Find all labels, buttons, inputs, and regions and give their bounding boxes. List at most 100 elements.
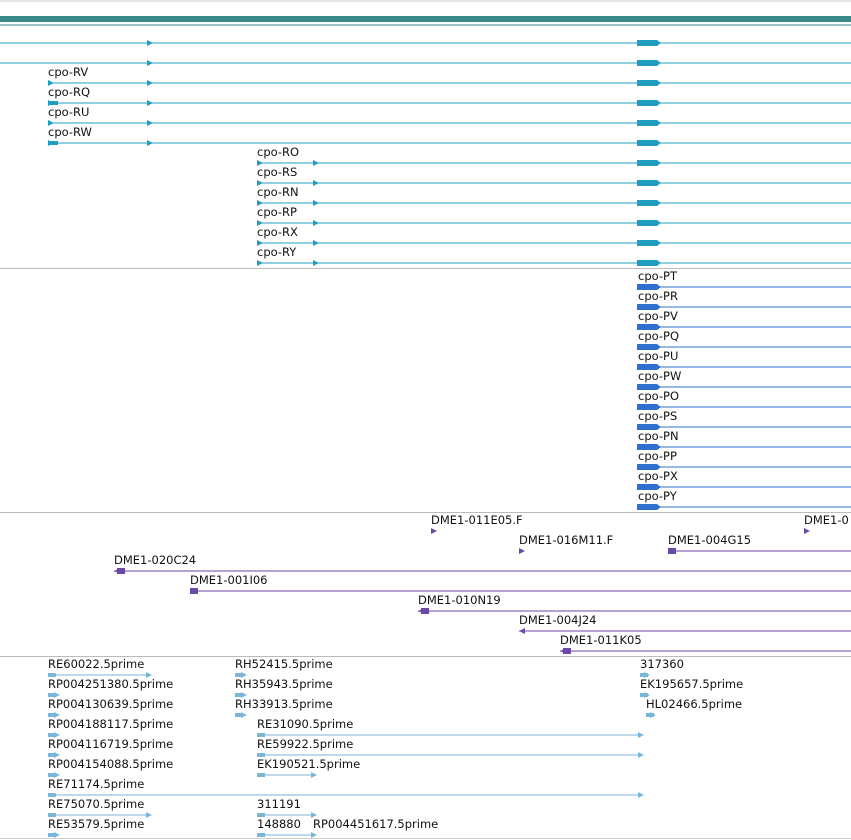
est-block[interactable]: [235, 673, 243, 677]
strand-arrow-icon: [311, 772, 317, 778]
transcript-label: cpo-RX: [257, 225, 298, 239]
strand-arrow-icon: [48, 100, 54, 106]
clone-label: DME1-001I06: [190, 573, 268, 587]
transcript-exon-tip: [657, 344, 661, 350]
est-block[interactable]: [235, 713, 243, 717]
transcript-exon[interactable]: [637, 404, 657, 410]
est-block[interactable]: [235, 693, 243, 697]
strand-arrow-icon: [114, 568, 120, 574]
transcript-label: cpo-PO: [638, 389, 680, 403]
strand-arrow-icon: [311, 832, 317, 838]
transcript-exon[interactable]: [637, 384, 657, 390]
est-block[interactable]: [48, 833, 56, 837]
transcript-exon[interactable]: [637, 484, 657, 490]
est-block[interactable]: [257, 773, 265, 777]
transcript-label: cpo-RP: [257, 205, 297, 219]
strand-arrow-icon: [638, 732, 644, 738]
est-block[interactable]: [48, 673, 56, 677]
strand-arrow-icon: [313, 220, 319, 226]
gene-span-band[interactable]: [0, 16, 851, 22]
clone-end-block[interactable]: [117, 568, 125, 574]
transcript-exon[interactable]: [637, 464, 657, 470]
strand-arrow-icon: [313, 160, 319, 166]
strand-arrow-icon: [418, 608, 424, 614]
strand-arrow-icon: [257, 260, 263, 266]
transcript-exon[interactable]: [637, 120, 657, 126]
est-block[interactable]: [257, 753, 265, 757]
est-block[interactable]: [48, 733, 56, 737]
strand-arrow-icon: [431, 528, 437, 534]
transcript-exon[interactable]: [637, 304, 657, 310]
transcript-exon-tip: [657, 140, 661, 146]
clone-end-block[interactable]: [421, 608, 429, 614]
transcript-exon-tip: [657, 384, 661, 390]
transcript-exon[interactable]: [637, 444, 657, 450]
transcript-exon-tip: [657, 304, 661, 310]
transcript-exon[interactable]: [637, 424, 657, 430]
transcript-label: cpo-PN: [638, 429, 679, 443]
clone-label: DME1-011E05.F: [431, 513, 523, 527]
strand-arrow-icon: [313, 240, 319, 246]
est-label: RH33913.5prime: [235, 697, 333, 711]
strand-arrow-icon: [257, 240, 263, 246]
transcript-exon-tip: [657, 100, 661, 106]
strand-arrow-icon: [147, 100, 153, 106]
transcript-label: cpo-PU: [638, 349, 679, 363]
est-block[interactable]: [48, 773, 56, 777]
strand-arrow-icon: [147, 60, 153, 66]
est-label: 311191: [257, 797, 301, 811]
transcript-label: cpo-PQ: [638, 329, 680, 343]
transcript-label: cpo-PX: [638, 469, 678, 483]
est-label: RH35943.5prime: [235, 677, 333, 691]
transcript-exon[interactable]: [637, 324, 657, 330]
strand-arrow-icon: [146, 672, 152, 678]
est-block[interactable]: [48, 713, 56, 717]
transcript-exon[interactable]: [637, 504, 657, 510]
transcript-exon[interactable]: [637, 140, 657, 146]
transcript-exon-tip: [657, 40, 661, 46]
est-block[interactable]: [48, 793, 56, 797]
transcript-exon[interactable]: [637, 344, 657, 350]
transcript-exon[interactable]: [637, 80, 657, 86]
est-block[interactable]: [48, 813, 56, 817]
transcript-exon[interactable]: [637, 160, 657, 166]
est-label: EK190521.5prime: [257, 757, 361, 771]
strand-arrow-icon: [638, 752, 644, 758]
strand-arrow-icon: [54, 692, 60, 698]
strand-arrow-icon: [257, 220, 263, 226]
strand-arrow-icon: [190, 588, 196, 594]
clone-label: DME1-020C24: [114, 553, 197, 567]
est-block[interactable]: [257, 833, 265, 837]
transcript-exon[interactable]: [637, 200, 657, 206]
est-block[interactable]: [257, 733, 265, 737]
transcript-exon[interactable]: [637, 284, 657, 290]
transcript-exon-tip: [657, 180, 661, 186]
transcript-exon[interactable]: [637, 260, 657, 266]
est-block[interactable]: [48, 693, 56, 697]
est-label: RE71174.5prime: [48, 777, 145, 791]
transcript-exon-tip: [657, 424, 661, 430]
strand-arrow-icon: [650, 712, 656, 718]
transcript-exon[interactable]: [637, 100, 657, 106]
transcript-exon-tip: [657, 404, 661, 410]
transcript-exon[interactable]: [637, 364, 657, 370]
transcript-exon[interactable]: [637, 60, 657, 66]
est-block[interactable]: [257, 813, 265, 817]
clone-end-block[interactable]: [563, 648, 571, 654]
transcript-label: cpo-PS: [638, 409, 678, 423]
transcript-exon-tip: [657, 464, 661, 470]
transcript-exon[interactable]: [637, 220, 657, 226]
est-label: RE75070.5prime: [48, 797, 145, 811]
transcript-exon[interactable]: [637, 40, 657, 46]
strand-arrow-icon: [54, 712, 60, 718]
clone-label: DME1-011K05: [560, 633, 642, 647]
strand-arrow-icon: [54, 772, 60, 778]
strand-arrow-icon: [241, 672, 247, 678]
est-label: RP004451617.5prime: [313, 817, 439, 831]
strand-arrow-icon: [54, 752, 60, 758]
est-label: RH52415.5prime: [235, 657, 333, 671]
est-block[interactable]: [48, 753, 56, 757]
transcript-label: cpo-RY: [257, 245, 297, 259]
transcript-exon[interactable]: [637, 180, 657, 186]
transcript-exon[interactable]: [637, 240, 657, 246]
